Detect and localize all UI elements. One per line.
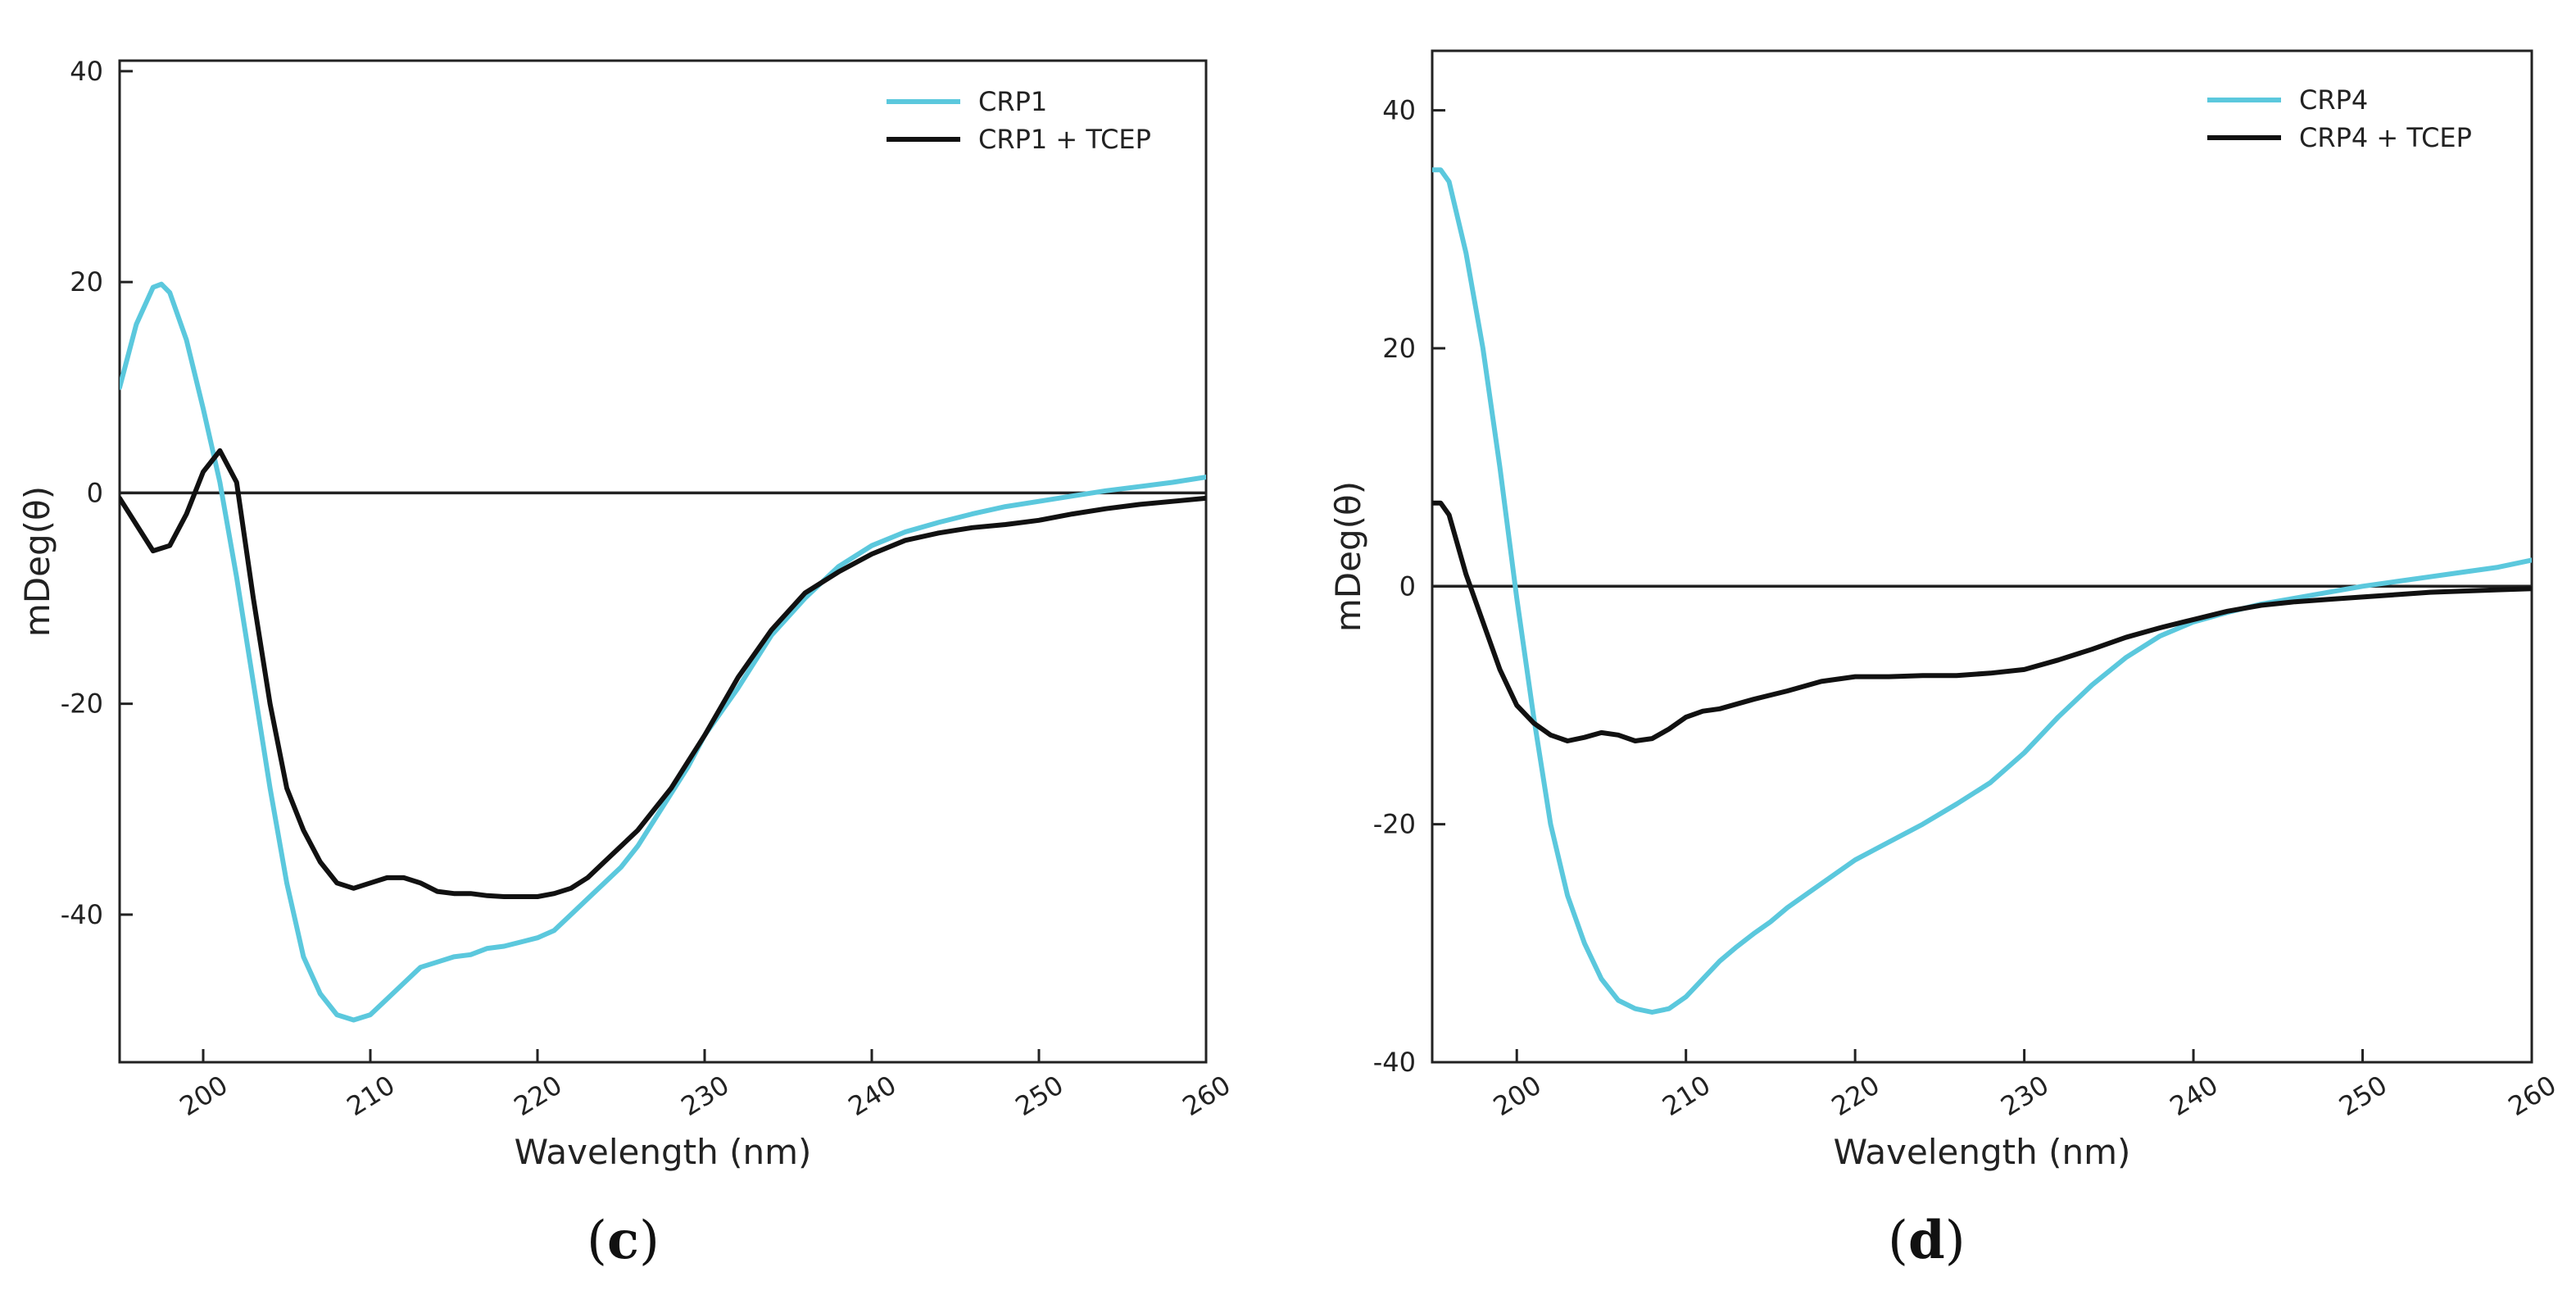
- legend-label-1: CRP4 + TCEP: [2299, 122, 2472, 153]
- y-tick-label: 20: [70, 266, 103, 298]
- y-tick-label: -20: [61, 688, 103, 720]
- x-tick-label: 260: [2503, 1070, 2562, 1123]
- x-tick-label: 250: [1010, 1070, 1069, 1123]
- legend-label-0: CRP1: [978, 86, 1047, 117]
- x-tick-label: 230: [676, 1070, 735, 1123]
- panel-label-c-close: ): [638, 1211, 660, 1271]
- panel-label-c: (c): [587, 1210, 660, 1271]
- y-axis-label: mDeg(θ): [1328, 481, 1368, 632]
- legend-label-1: CRP1 + TCEP: [978, 124, 1151, 155]
- x-tick-label: 210: [1657, 1070, 1716, 1123]
- x-tick-label: 250: [2333, 1070, 2392, 1123]
- y-tick-label: -40: [61, 899, 103, 930]
- panel-label-d-close: ): [1944, 1211, 1966, 1271]
- series-line-0: [1432, 167, 2532, 1015]
- y-tick-label: 0: [87, 477, 103, 508]
- plot-frame: [118, 59, 1208, 1064]
- x-tick-label: 240: [843, 1070, 902, 1123]
- x-tick-label: 240: [2165, 1070, 2224, 1123]
- x-tick-label: 220: [1826, 1070, 1885, 1123]
- panel-label-c-open: (: [587, 1211, 607, 1271]
- series-line-1: [1432, 500, 2532, 743]
- y-tick-label: 40: [1382, 95, 1416, 126]
- x-tick-label: 230: [1995, 1070, 2054, 1123]
- panel-label-d-letter: d: [1907, 1210, 1945, 1271]
- panel-label-d: (d): [1888, 1210, 1966, 1271]
- y-tick-label: -20: [1373, 809, 1416, 840]
- y-tick-label: -40: [1373, 1047, 1416, 1078]
- series-line-0: [120, 281, 1206, 1023]
- plot-frame: [1431, 49, 2533, 1064]
- series-line-1: [120, 448, 1206, 899]
- x-tick-label: 200: [1488, 1070, 1547, 1123]
- y-tick-label: 40: [70, 56, 103, 87]
- y-tick-label: 0: [1399, 570, 1416, 602]
- panel-label-c-letter: c: [606, 1210, 639, 1271]
- x-tick-label: 260: [1177, 1070, 1236, 1123]
- x-tick-label: 210: [342, 1070, 401, 1123]
- x-axis-label: Wavelength (nm): [1834, 1132, 2131, 1172]
- x-tick-label: 220: [509, 1070, 568, 1123]
- y-axis-label: mDeg(θ): [17, 486, 57, 637]
- x-tick-label: 200: [175, 1070, 234, 1123]
- x-axis-label: Wavelength (nm): [515, 1132, 812, 1172]
- legend-label-0: CRP4: [2299, 84, 2368, 116]
- panel-label-d-open: (: [1888, 1211, 1908, 1271]
- y-tick-label: 20: [1382, 333, 1416, 364]
